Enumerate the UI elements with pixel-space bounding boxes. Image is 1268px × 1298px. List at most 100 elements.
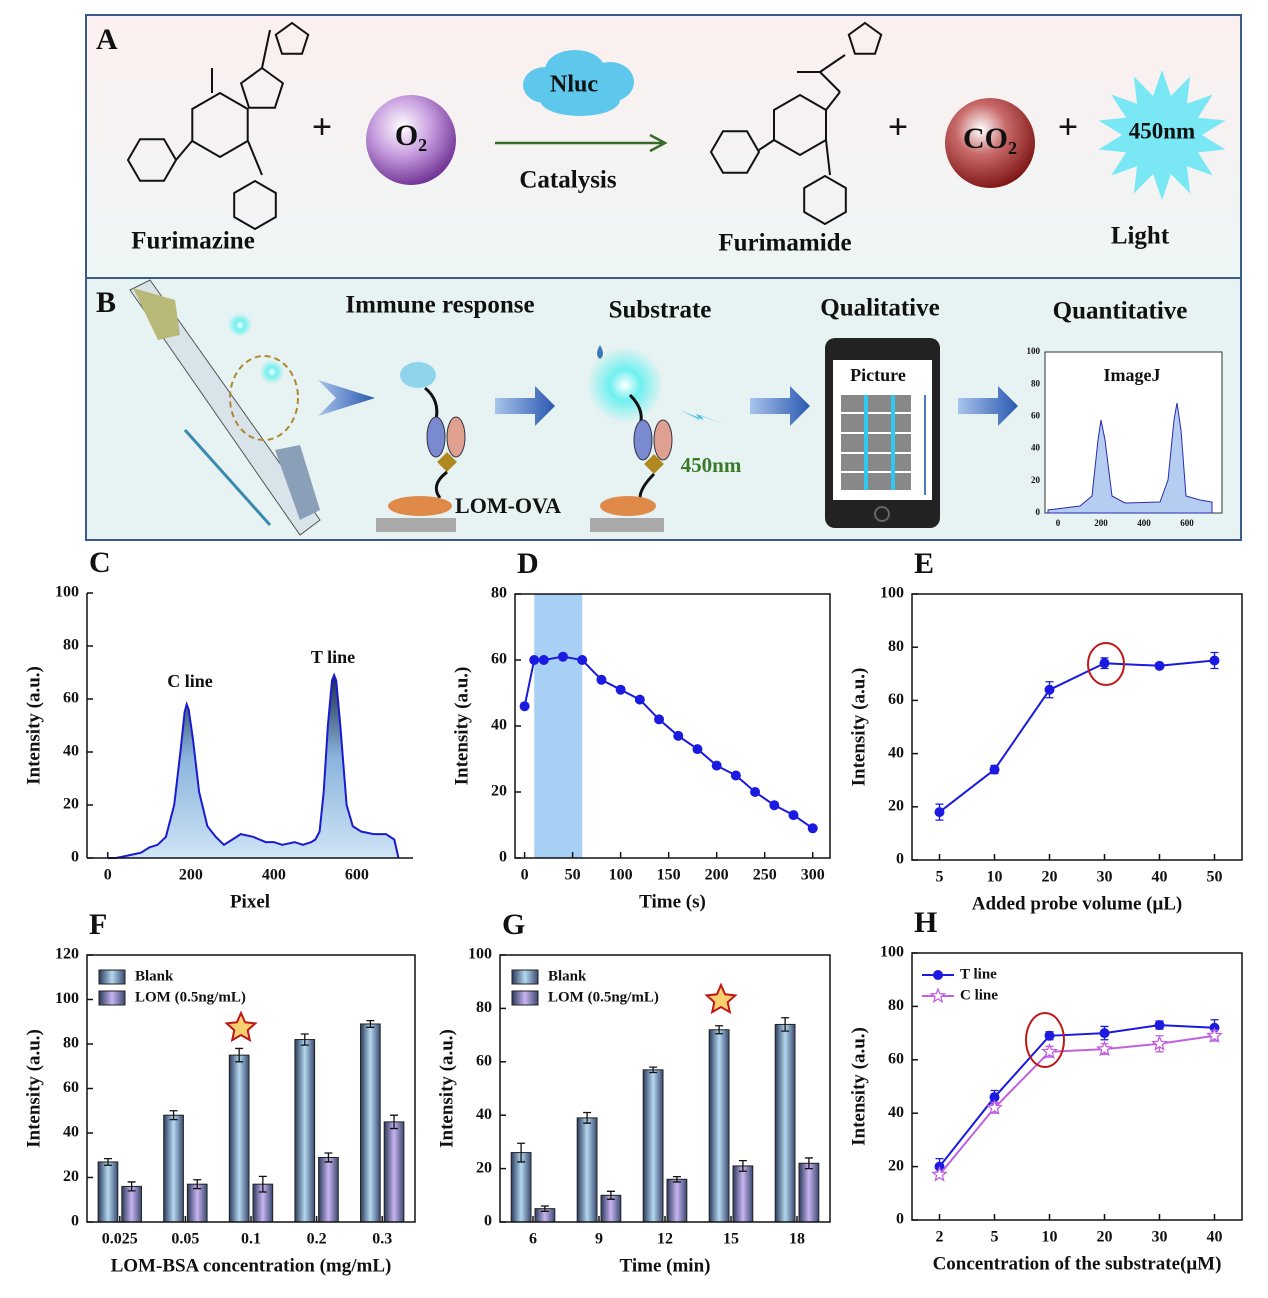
bar	[121, 1185, 142, 1223]
axes-frame	[499, 954, 831, 1223]
probe	[260, 360, 284, 384]
x-tick-label: 9	[595, 1231, 603, 1248]
zoom-circle	[229, 355, 299, 441]
y-tick-label: 20	[63, 1168, 79, 1185]
flow-chevron	[318, 380, 375, 416]
x-axis-title: Concentration of the substrate(μM)	[933, 1253, 1222, 1274]
y-tick-label: 40	[476, 1106, 492, 1123]
error-bar	[169, 1110, 178, 1121]
x-tick-label: 6	[529, 1231, 537, 1248]
x-tick-label: 200	[179, 867, 203, 884]
bar	[576, 1117, 598, 1223]
panel-a-box	[85, 14, 1242, 279]
y-tick-label: 60	[491, 651, 507, 668]
bar	[383, 1121, 405, 1223]
y-tick-label: 80	[491, 585, 507, 602]
substrate-complex	[587, 345, 725, 532]
step-label: Immune response	[345, 292, 534, 319]
legend-label: Blank	[548, 968, 587, 984]
y-tick-label: 20	[476, 1159, 492, 1176]
mini-x-tick-label: 400	[1137, 518, 1151, 528]
antigen-label: LOM-OVA	[455, 493, 561, 518]
bar	[732, 1165, 754, 1223]
point	[529, 655, 540, 665]
panel-label: D	[517, 547, 539, 580]
bond	[175, 140, 193, 161]
y-tick-label: 100	[55, 584, 79, 601]
bar	[642, 1069, 664, 1223]
point	[934, 807, 945, 818]
y-tick-label: 0	[896, 851, 904, 868]
x-tick-label: 40	[1152, 869, 1168, 886]
y-tick-label: 80	[63, 637, 79, 654]
highlight-star	[224, 1010, 258, 1043]
emission-label: 450nm	[1129, 118, 1195, 143]
point	[750, 787, 761, 797]
point	[615, 684, 626, 695]
x-tick-label: 30	[1097, 869, 1113, 886]
oxygen-label: O₂	[395, 119, 427, 152]
error-bar	[235, 1047, 244, 1063]
mini-chart-frame	[1044, 351, 1223, 514]
x-tick-label: 20	[1097, 1229, 1113, 1246]
error-bar	[672, 1175, 681, 1183]
bar	[798, 1162, 820, 1223]
absorbent-pad	[275, 445, 320, 520]
mini-axis: 0 20 40 60 80 100 0 200 400 600	[1027, 346, 1195, 528]
point	[986, 1099, 1003, 1115]
y-tick-label: 60	[888, 691, 904, 708]
panel-label: H	[914, 906, 937, 939]
mini-y-tick-label: 0	[1036, 507, 1041, 517]
legend-label: Blank	[135, 968, 174, 984]
point	[634, 694, 645, 705]
panel-label: C	[89, 546, 111, 579]
process-label: Catalysis	[519, 167, 617, 194]
axes-frame	[911, 593, 1243, 861]
co2-label: CO₂	[963, 122, 1017, 155]
point	[711, 760, 722, 771]
x-tick-label: 0.2	[307, 1231, 327, 1248]
point	[673, 730, 684, 741]
point	[989, 764, 1000, 775]
mini-y-tick-label: 80	[1031, 378, 1041, 388]
plus-sign: +	[888, 106, 909, 146]
panel-label: A	[96, 23, 118, 56]
bond	[819, 54, 846, 73]
error-bar	[300, 1033, 309, 1046]
error-bar	[738, 1159, 747, 1172]
bar	[228, 1054, 250, 1223]
ring	[274, 21, 310, 55]
bar	[294, 1039, 316, 1223]
point	[1044, 1030, 1055, 1041]
error-bar	[540, 1205, 549, 1212]
y-tick-label: 20	[888, 797, 904, 814]
point	[654, 714, 665, 725]
x-tick-label: 12	[657, 1231, 673, 1248]
legend-swatch	[511, 990, 539, 1006]
legend-label: T line	[960, 966, 997, 982]
bar	[360, 1023, 381, 1223]
plus-sign: +	[1058, 106, 1079, 146]
x-tick-label: 400	[262, 867, 286, 884]
x-tick-label: 600	[345, 867, 369, 884]
point	[931, 1165, 948, 1182]
x-axis-title: Pixel	[230, 891, 270, 912]
flow-arrow	[183, 428, 272, 527]
ring	[847, 21, 883, 55]
point	[769, 800, 780, 811]
point	[1096, 1040, 1113, 1057]
bond	[758, 139, 775, 151]
point	[1206, 1027, 1223, 1043]
x-tick-label: 50	[1207, 869, 1223, 886]
error-bar	[127, 1181, 136, 1192]
legend-swatch	[98, 969, 126, 985]
bar	[97, 1161, 119, 1223]
x-tick-label: 150	[657, 867, 681, 884]
axes-frame	[86, 954, 416, 1223]
point	[1044, 684, 1055, 695]
error-bar	[103, 1157, 112, 1166]
point	[933, 970, 943, 980]
y-axis-title: Intensity (a.u.)	[436, 1029, 457, 1148]
annotation: C line	[167, 671, 213, 691]
ring	[191, 91, 249, 159]
